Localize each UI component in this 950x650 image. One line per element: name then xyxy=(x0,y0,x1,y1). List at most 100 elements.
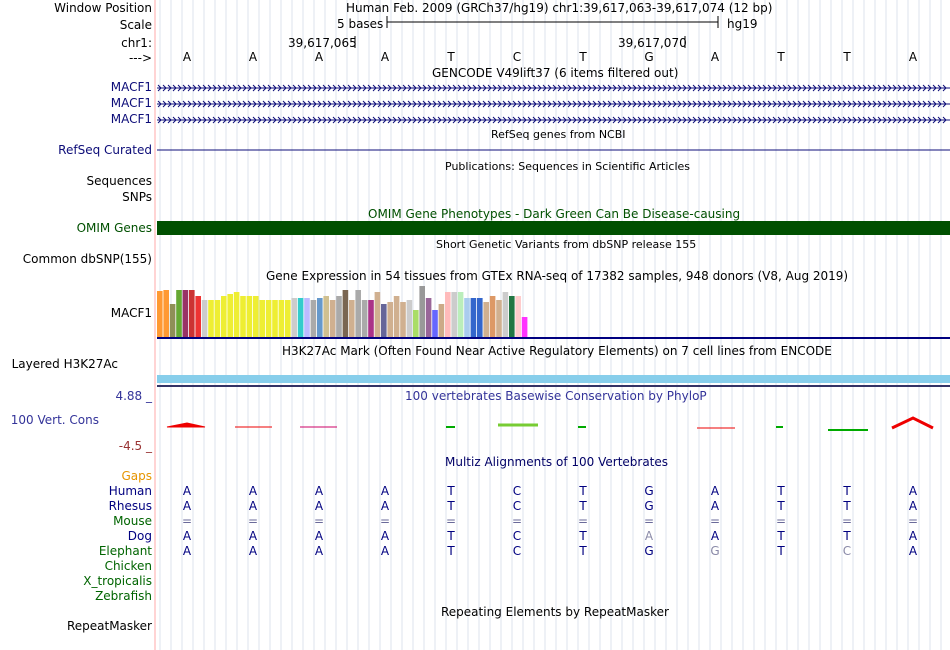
label-publications-sequences[interactable]: Sequences xyxy=(86,174,152,188)
gtex-bar[interactable] xyxy=(381,304,387,337)
gtex-bar[interactable] xyxy=(361,300,368,337)
gtex-bar[interactable] xyxy=(291,298,297,337)
gtex-bar[interactable] xyxy=(477,298,483,337)
gtex-bar[interactable] xyxy=(297,298,304,337)
gtex-bar[interactable] xyxy=(195,296,201,337)
label-gencode-3[interactable]: MACF1 xyxy=(110,112,152,126)
gtex-bar[interactable] xyxy=(496,300,502,337)
gtex-bar-chart[interactable] xyxy=(157,286,528,337)
gtex-bar[interactable] xyxy=(470,298,477,337)
label-dbsnp[interactable]: Common dbSNP(155) xyxy=(22,252,152,266)
label-gtex[interactable]: MACF1 xyxy=(110,306,152,320)
gtex-bar[interactable] xyxy=(489,296,496,337)
alignment-base: A xyxy=(908,529,918,543)
gtex-bar[interactable] xyxy=(265,300,272,337)
gtex-bar[interactable] xyxy=(304,298,310,337)
phylop-signal[interactable] xyxy=(166,416,934,431)
label-gencode-1[interactable]: MACF1 xyxy=(110,80,152,94)
h3k27ac-signal[interactable] xyxy=(157,375,950,383)
gtex-bar[interactable] xyxy=(432,310,438,337)
species-label[interactable]: Dog xyxy=(127,529,152,543)
gtex-bar[interactable] xyxy=(221,296,227,337)
gtex-bar[interactable] xyxy=(368,300,374,337)
gtex-bar[interactable] xyxy=(374,292,381,337)
species-label[interactable]: Chicken xyxy=(104,559,152,573)
label-publications-snps[interactable]: SNPs xyxy=(122,190,152,204)
gtex-bar[interactable] xyxy=(227,294,233,337)
label-gaps[interactable]: Gaps xyxy=(121,469,152,483)
gtex-bar[interactable] xyxy=(310,300,317,337)
gtex-bar[interactable] xyxy=(406,300,413,337)
alignment-base: C xyxy=(512,484,522,498)
gtex-bar[interactable] xyxy=(515,296,521,337)
gtex-bar[interactable] xyxy=(169,304,176,337)
gtex-bar[interactable] xyxy=(464,298,470,337)
species-label[interactable]: Zebrafish xyxy=(95,589,152,603)
gtex-bar[interactable] xyxy=(214,300,221,337)
gtex-bar[interactable] xyxy=(387,302,393,337)
label-omim[interactable]: OMIM Genes xyxy=(76,221,152,235)
gtex-bar[interactable] xyxy=(413,310,419,337)
gencode-transcript-1[interactable] xyxy=(157,84,950,92)
gencode-transcript-3[interactable] xyxy=(157,116,950,124)
species-label[interactable]: Human xyxy=(108,484,152,498)
gtex-bar[interactable] xyxy=(285,300,291,337)
gtex-bar[interactable] xyxy=(157,291,163,337)
alignment-base: A xyxy=(248,529,258,543)
gencode-transcripts[interactable] xyxy=(157,84,950,124)
alignment-base: A xyxy=(380,499,390,513)
gtex-bar[interactable] xyxy=(253,296,259,337)
omim-gene-bar[interactable] xyxy=(157,221,950,235)
sequence-base: T xyxy=(447,50,455,64)
gtex-bar[interactable] xyxy=(189,290,195,337)
gtex-bar[interactable] xyxy=(317,298,323,337)
gtex-bar[interactable] xyxy=(323,296,329,337)
gtex-bar[interactable] xyxy=(502,292,509,337)
gtex-bar[interactable] xyxy=(355,290,361,337)
gtex-bar[interactable] xyxy=(246,296,253,337)
gtex-bar[interactable] xyxy=(342,290,349,337)
label-refseq[interactable]: RefSeq Curated xyxy=(58,143,152,157)
label-repeatmasker[interactable]: RepeatMasker xyxy=(66,619,152,633)
gtex-bar[interactable] xyxy=(483,302,489,337)
gtex-bar[interactable] xyxy=(278,300,285,337)
label-gencode-2[interactable]: MACF1 xyxy=(110,96,152,110)
alignment-base: T xyxy=(579,499,587,513)
alignment-base: A xyxy=(182,529,192,543)
alignment-base: A xyxy=(380,529,390,543)
gtex-bar[interactable] xyxy=(509,296,515,337)
gtex-bar[interactable] xyxy=(521,317,528,337)
gtex-bar[interactable] xyxy=(393,296,400,337)
alignment-base: T xyxy=(447,484,455,498)
gtex-bar[interactable] xyxy=(163,290,169,337)
gencode-transcript-2[interactable] xyxy=(157,100,950,108)
alignment-base: A xyxy=(248,544,258,558)
gtex-bar[interactable] xyxy=(233,292,240,337)
gtex-bar[interactable] xyxy=(208,300,214,337)
gtex-bar[interactable] xyxy=(457,292,464,337)
species-label[interactable]: X_tropicalis xyxy=(83,574,152,588)
gtex-bar[interactable] xyxy=(400,302,406,337)
label-h3k27ac[interactable]: Layered H3K27Ac xyxy=(11,357,118,371)
label-phylop[interactable]: 100 Vert. Cons xyxy=(10,413,99,427)
gtex-bar[interactable] xyxy=(201,300,208,337)
gtex-bar[interactable] xyxy=(240,296,246,337)
species-label[interactable]: Rhesus xyxy=(108,499,152,513)
gtex-bar[interactable] xyxy=(349,300,355,337)
gtex-bar[interactable] xyxy=(259,300,265,337)
alignment-base: A xyxy=(182,484,192,498)
species-label[interactable]: Elephant xyxy=(98,544,152,558)
gtex-bar[interactable] xyxy=(176,290,182,337)
alignment-base: A xyxy=(908,544,918,558)
gtex-bar[interactable] xyxy=(336,296,342,337)
gtex-bar[interactable] xyxy=(451,292,457,337)
gtex-bar[interactable] xyxy=(425,298,432,337)
gtex-bar[interactable] xyxy=(182,290,189,337)
gtex-bar[interactable] xyxy=(419,286,425,337)
gtex-bar[interactable] xyxy=(329,300,336,337)
gtex-bar[interactable] xyxy=(272,300,278,337)
species-label[interactable]: Mouse xyxy=(113,514,152,528)
gtex-bar[interactable] xyxy=(445,292,451,337)
gtex-bar[interactable] xyxy=(438,304,445,337)
